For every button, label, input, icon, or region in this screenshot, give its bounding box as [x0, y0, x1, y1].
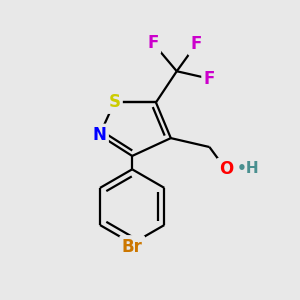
Text: S: S	[108, 93, 120, 111]
Text: F: F	[190, 35, 202, 53]
Text: F: F	[204, 70, 215, 88]
Text: O: O	[219, 160, 233, 178]
Text: Br: Br	[122, 238, 142, 256]
Text: N: N	[92, 126, 106, 144]
Text: F: F	[147, 34, 159, 52]
Text: •H: •H	[237, 161, 260, 176]
